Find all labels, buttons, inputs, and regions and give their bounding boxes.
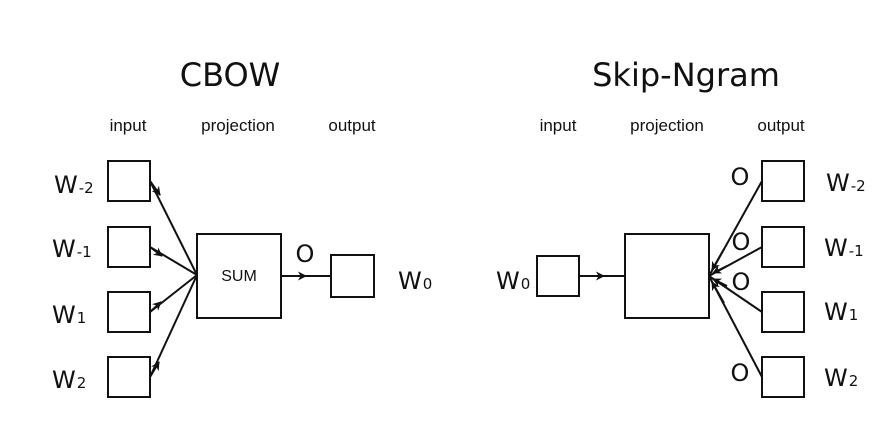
cbow-projection-column-label: projection xyxy=(201,116,275,135)
cbow-input-word-label: W-1 xyxy=(52,235,92,263)
skipgram-output-marker: O xyxy=(732,228,751,256)
cbow-input-box xyxy=(107,160,151,202)
skipgram-output-box xyxy=(761,226,805,268)
skipgram-output-marker: O xyxy=(731,359,750,387)
cbow-title: CBOW xyxy=(180,56,281,94)
cbow-panel: CBOW input projection output W-2 W-1 W1 … xyxy=(52,56,432,398)
skipgram-title: Skip-Ngram xyxy=(592,56,780,94)
skipgram-output-word-label: W-2 xyxy=(826,169,866,197)
cbow-input-edge xyxy=(149,246,198,276)
cbow-input-box xyxy=(107,226,151,268)
cbow-input-box xyxy=(107,356,151,398)
cbow-input-word-label: W-2 xyxy=(54,171,94,199)
skipgram-output-box xyxy=(761,160,805,202)
skipgram-input-box xyxy=(536,255,580,297)
cbow-input-column-label: input xyxy=(110,116,147,135)
cbow-input-word-label: W1 xyxy=(52,301,86,329)
skipgram-output-arrow xyxy=(712,278,728,287)
skipgram-input-column-label: input xyxy=(540,116,577,135)
cbow-input-word-label: W2 xyxy=(52,366,86,394)
cbow-projection-box xyxy=(196,233,282,319)
cbow-output-column-label: output xyxy=(328,116,376,135)
cbow-output-marker: O xyxy=(296,240,315,268)
skipgram-projection-column-label: projection xyxy=(630,116,704,135)
skipgram-output-arrow xyxy=(711,281,725,304)
cbow-input-box xyxy=(107,291,151,333)
skipgram-output-box xyxy=(761,291,805,333)
cbow-output-word-label: W0 xyxy=(398,267,432,295)
skipgram-output-arrow xyxy=(712,265,728,274)
skipgram-input-word-label: W0 xyxy=(496,267,530,295)
skipgram-panel: Skip-Ngram input projection output W0 O … xyxy=(496,56,866,398)
skipgram-output-arrow xyxy=(711,248,725,271)
cbow-input-edge xyxy=(149,180,198,276)
skipgram-output-word-label: W2 xyxy=(824,364,858,392)
skipgram-output-marker: O xyxy=(731,163,750,191)
skipgram-output-column-label: output xyxy=(757,116,805,135)
cbow-sum-label: SUM xyxy=(221,268,257,285)
skipgram-output-word-label: W-1 xyxy=(824,234,864,262)
cbow-input-edge xyxy=(149,274,198,313)
cbow-input-edge xyxy=(149,274,198,378)
skipgram-output-box xyxy=(761,356,805,398)
cbow-output-box xyxy=(330,254,375,298)
skipgram-projection-box xyxy=(624,233,710,319)
skipgram-output-marker: O xyxy=(732,268,751,296)
skipgram-output-word-label: W1 xyxy=(824,298,858,326)
